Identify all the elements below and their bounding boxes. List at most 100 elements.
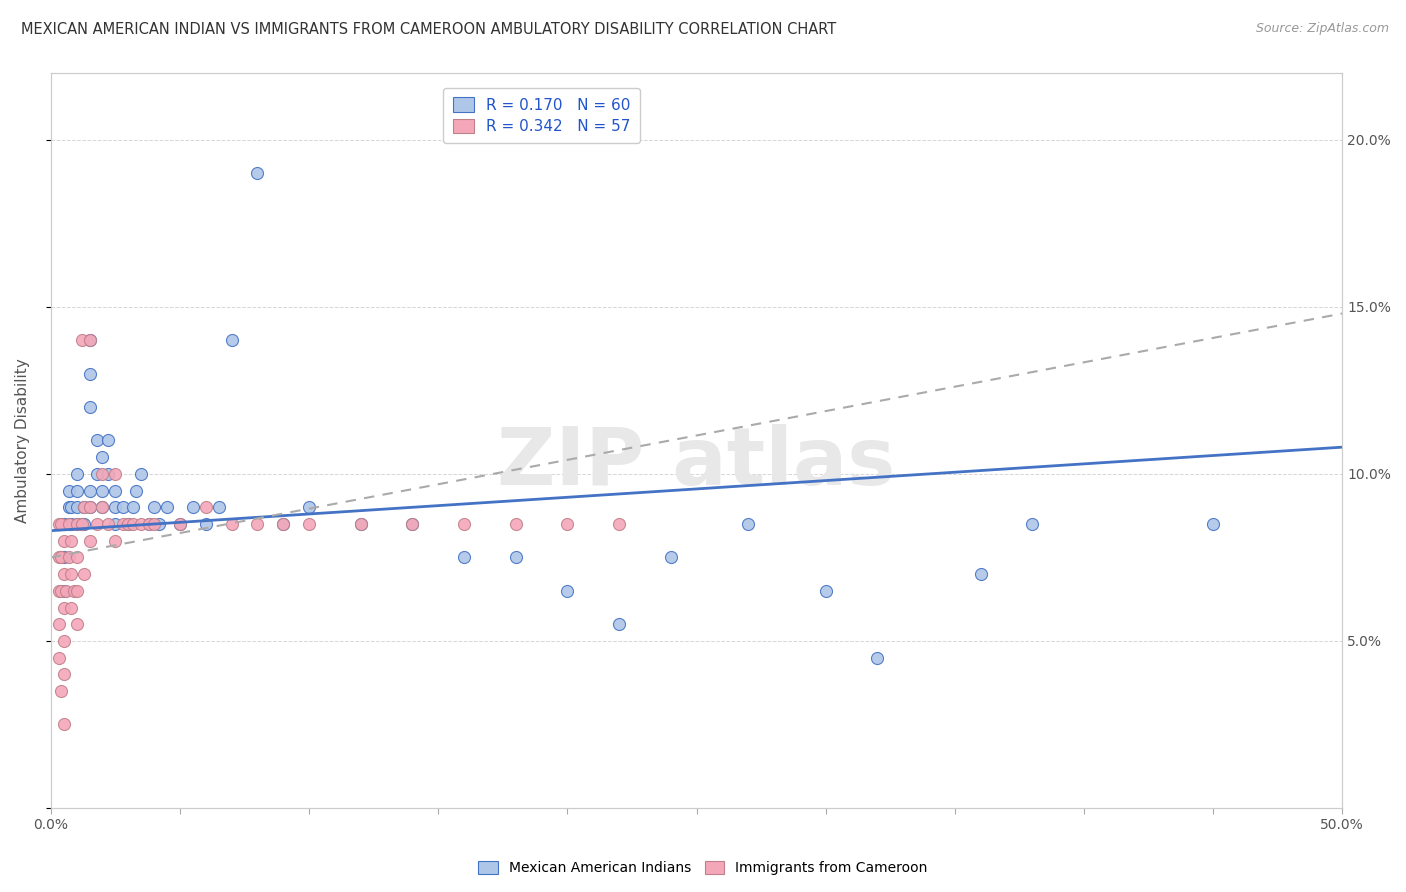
Point [112, 500, 135, 515]
Point [221, 333, 243, 347]
Legend: R = 0.170   N = 60, R = 0.342   N = 57: R = 0.170 N = 60, R = 0.342 N = 57 [443, 88, 640, 144]
Point [66, 500, 89, 515]
Point [70, 516, 93, 531]
Point [79, 533, 101, 548]
Point [73, 500, 96, 515]
Point [112, 516, 135, 531]
Point [86, 467, 108, 481]
Point [97, 467, 120, 481]
Point [48, 617, 70, 632]
Point [91, 483, 114, 498]
Point [66, 467, 89, 481]
Point [97, 516, 120, 531]
Point [143, 516, 166, 531]
Point [52, 516, 75, 531]
Point [138, 516, 160, 531]
Point [73, 567, 96, 582]
Point [91, 500, 114, 515]
Point [122, 500, 145, 515]
Point [129, 516, 152, 531]
Point [1021, 516, 1043, 531]
Point [79, 500, 101, 515]
Point [66, 617, 89, 632]
Point [60, 500, 83, 515]
Point [246, 516, 269, 531]
Point [138, 516, 160, 531]
Point [60, 600, 83, 615]
Point [51, 684, 73, 698]
Point [194, 500, 217, 515]
Point [156, 500, 179, 515]
Point [401, 516, 423, 531]
Point [79, 367, 101, 381]
Point [194, 516, 217, 531]
Point [58, 550, 80, 565]
Point [60, 516, 83, 531]
Point [350, 516, 373, 531]
Point [52, 567, 75, 582]
Text: Source: ZipAtlas.com: Source: ZipAtlas.com [1256, 22, 1389, 36]
Point [350, 516, 373, 531]
Point [79, 333, 101, 347]
Point [298, 516, 321, 531]
Point [86, 516, 108, 531]
Point [48, 550, 70, 565]
Text: MEXICAN AMERICAN INDIAN VS IMMIGRANTS FROM CAMEROON AMBULATORY DISABILITY CORREL: MEXICAN AMERICAN INDIAN VS IMMIGRANTS FR… [21, 22, 837, 37]
Point [125, 483, 148, 498]
Point [117, 516, 139, 531]
Point [48, 583, 70, 598]
Point [52, 667, 75, 681]
Point [97, 434, 120, 448]
Point [79, 333, 101, 347]
Point [55, 583, 77, 598]
Point [66, 516, 89, 531]
Legend: Mexican American Indians, Immigrants from Cameroon: Mexican American Indians, Immigrants fro… [472, 855, 934, 880]
Point [51, 516, 73, 531]
Point [48, 650, 70, 665]
Point [58, 516, 80, 531]
Point [58, 500, 80, 515]
Point [104, 516, 127, 531]
Point [148, 516, 170, 531]
Point [1202, 516, 1225, 531]
Point [51, 550, 73, 565]
Point [91, 500, 114, 515]
Point [969, 567, 991, 582]
Point [79, 483, 101, 498]
Point [60, 533, 83, 548]
Point [208, 500, 231, 515]
Point [607, 617, 630, 632]
Point [70, 333, 93, 347]
Point [66, 550, 89, 565]
Point [607, 516, 630, 531]
Point [52, 634, 75, 648]
Point [79, 500, 101, 515]
Point [401, 516, 423, 531]
Point [52, 717, 75, 731]
Point [104, 500, 127, 515]
Point [66, 583, 89, 598]
Point [73, 500, 96, 515]
Point [129, 467, 152, 481]
Point [63, 583, 86, 598]
Point [58, 483, 80, 498]
Point [52, 550, 75, 565]
Point [52, 600, 75, 615]
Point [505, 516, 527, 531]
Point [52, 583, 75, 598]
Point [143, 500, 166, 515]
Point [60, 567, 83, 582]
Point [91, 450, 114, 465]
Point [221, 516, 243, 531]
Point [557, 516, 579, 531]
Point [117, 516, 139, 531]
Point [169, 516, 191, 531]
Point [659, 550, 682, 565]
Point [91, 467, 114, 481]
Point [169, 516, 191, 531]
Point [737, 516, 759, 531]
Point [73, 516, 96, 531]
Point [453, 550, 475, 565]
Point [104, 483, 127, 498]
Point [557, 583, 579, 598]
